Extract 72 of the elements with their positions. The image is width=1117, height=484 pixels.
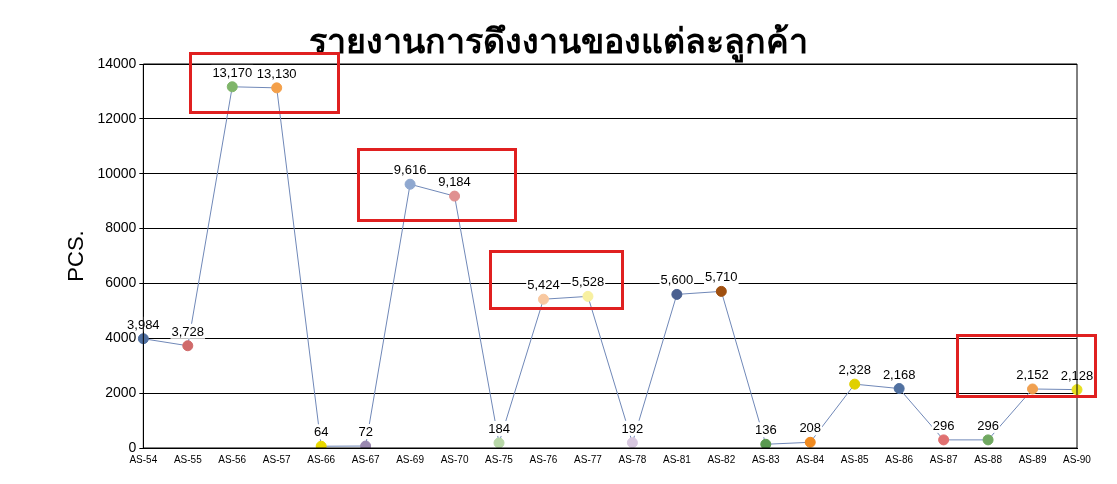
x-tick-label: AS-82: [707, 453, 736, 465]
y-tick-label: 2000: [105, 384, 137, 400]
y-tick-label: 6000: [105, 274, 137, 291]
x-tick-label: AS-81: [662, 453, 692, 465]
point: [1027, 383, 1039, 395]
data-label: 13,170: [212, 64, 253, 80]
x-tick-label: AS-66: [307, 453, 336, 465]
x-tick-label: AS-57: [262, 453, 292, 465]
data-label: 2,152: [1016, 367, 1049, 383]
data-label: 2,168: [882, 366, 916, 382]
point: [404, 178, 416, 190]
point: [982, 434, 994, 446]
x-tick-label: AS-56: [218, 453, 247, 465]
data-label: 5,424: [527, 277, 560, 293]
data-label: 192: [621, 420, 644, 436]
x-tick-label: AS-69: [396, 453, 425, 465]
point: [715, 285, 727, 297]
x-tick-label: AS-88: [974, 453, 1003, 465]
y-axis-title: PCS.: [63, 230, 89, 282]
x-tick-label: AS-77: [574, 453, 603, 465]
data-label: 9,616: [393, 162, 427, 178]
data-label: 136: [754, 422, 777, 438]
data-label: 13,130: [256, 65, 297, 81]
point: [449, 190, 461, 202]
x-tick-label: AS-83: [751, 453, 781, 465]
point: [582, 290, 594, 302]
x-tick-label: AS-75: [485, 453, 514, 465]
point: [849, 378, 861, 390]
data-label: 184: [488, 421, 510, 437]
x-tick-label: AS-89: [1018, 453, 1047, 465]
data-label: 2,328: [838, 362, 871, 378]
x-tick-label: AS-85: [840, 453, 870, 465]
x-tick-label: AS-67: [351, 453, 380, 465]
y-tick-label: 12000: [97, 109, 137, 126]
x-tick-label: AS-78: [618, 453, 647, 465]
point: [537, 293, 549, 305]
x-tick-label: AS-55: [173, 453, 203, 465]
data-label: 2,128: [1060, 367, 1094, 383]
point: [804, 436, 816, 448]
chart-title: รายงานการดึงงานของแต่ละลูกค้า: [309, 21, 808, 61]
point: [626, 437, 638, 448]
x-tick-label: AS-86: [885, 453, 914, 465]
point: [893, 383, 905, 395]
x-tick-label: AS-87: [929, 453, 958, 465]
point: [137, 333, 149, 345]
data-label: 3,728: [171, 323, 205, 339]
point: [182, 340, 194, 352]
data-label: 5,528: [571, 274, 605, 290]
y-tick-label: 14000: [97, 54, 137, 71]
x-tick-label: AS-54: [129, 453, 158, 465]
x-tick-label: AS-70: [440, 453, 469, 465]
point: [493, 437, 505, 448]
y-tick-label: 4000: [105, 329, 137, 346]
point: [938, 434, 950, 446]
y-tick-label: 0: [128, 438, 137, 455]
x-tick-label: AS-84: [796, 453, 825, 465]
data-label: 5,600: [660, 272, 694, 288]
data-label: 296: [932, 417, 955, 433]
x-tick-label: AS-76: [529, 453, 558, 465]
point: [760, 438, 772, 448]
data-label: 72: [358, 424, 373, 440]
data-label: 5,710: [705, 269, 738, 285]
data-label: 208: [799, 420, 822, 436]
point: [671, 288, 683, 300]
x-tick-label: AS-90: [1063, 453, 1092, 465]
point: [271, 82, 283, 94]
data-label: 64: [313, 424, 329, 440]
y-tick-label: 10000: [97, 164, 137, 181]
data-label: 9,184: [438, 174, 471, 190]
data-label: 296: [977, 417, 999, 433]
point: [226, 81, 238, 93]
y-tick-label: 8000: [105, 219, 137, 236]
